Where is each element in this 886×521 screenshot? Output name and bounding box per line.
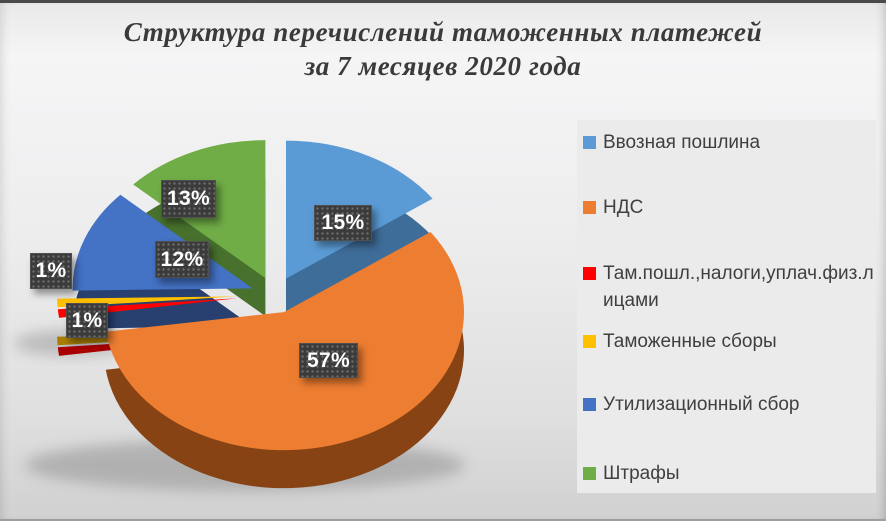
legend-swatch-icon <box>583 335 596 348</box>
data-label: 12% <box>155 241 209 278</box>
legend-swatch-icon <box>583 136 596 149</box>
pie-slice-1 <box>105 232 464 451</box>
legend-item-tam-poshl-nalogi: Там.пошл.,налоги,уплач.физ.лицами <box>583 260 875 314</box>
legend-swatch-icon <box>583 467 596 480</box>
chart-title: Структура перечислений таможенных платеж… <box>0 15 886 83</box>
legend-item-vvoznaya-poshlina: Ввозная пошлина <box>583 129 875 156</box>
legend-label: Ввозная пошлина <box>603 132 761 153</box>
legend-label: Штрафы <box>603 463 680 484</box>
legend-swatch-icon <box>583 398 596 411</box>
data-label: 1% <box>30 253 72 289</box>
legend-item-utilizacionnyj-sbor: Утилизационный сбор <box>583 391 875 418</box>
data-label: 1% <box>66 303 108 338</box>
legend-item-tamozhennye-sbory: Таможенные сборы <box>583 328 875 355</box>
legend-panel <box>577 120 876 493</box>
chart-title-line1: Структура перечислений таможенных платеж… <box>123 17 763 47</box>
legend-label: НДС <box>603 197 644 218</box>
legend-swatch-icon <box>583 267 596 280</box>
chart-title-line2: за 7 месяцев 2020 года <box>304 51 582 81</box>
legend-item-shtrafy: Штрафы <box>583 460 875 487</box>
legend-label: Таможенные сборы <box>603 331 777 352</box>
data-label: 15% <box>314 205 372 241</box>
data-label: 57% <box>299 343 358 378</box>
legend-label: Там.пошл.,налоги,уплач.физ.лицами <box>603 263 874 311</box>
legend-label: Утилизационный сбор <box>603 394 800 415</box>
legend-item-nds: НДС <box>583 194 875 221</box>
legend-swatch-icon <box>583 201 596 214</box>
data-label: 13% <box>161 180 216 218</box>
